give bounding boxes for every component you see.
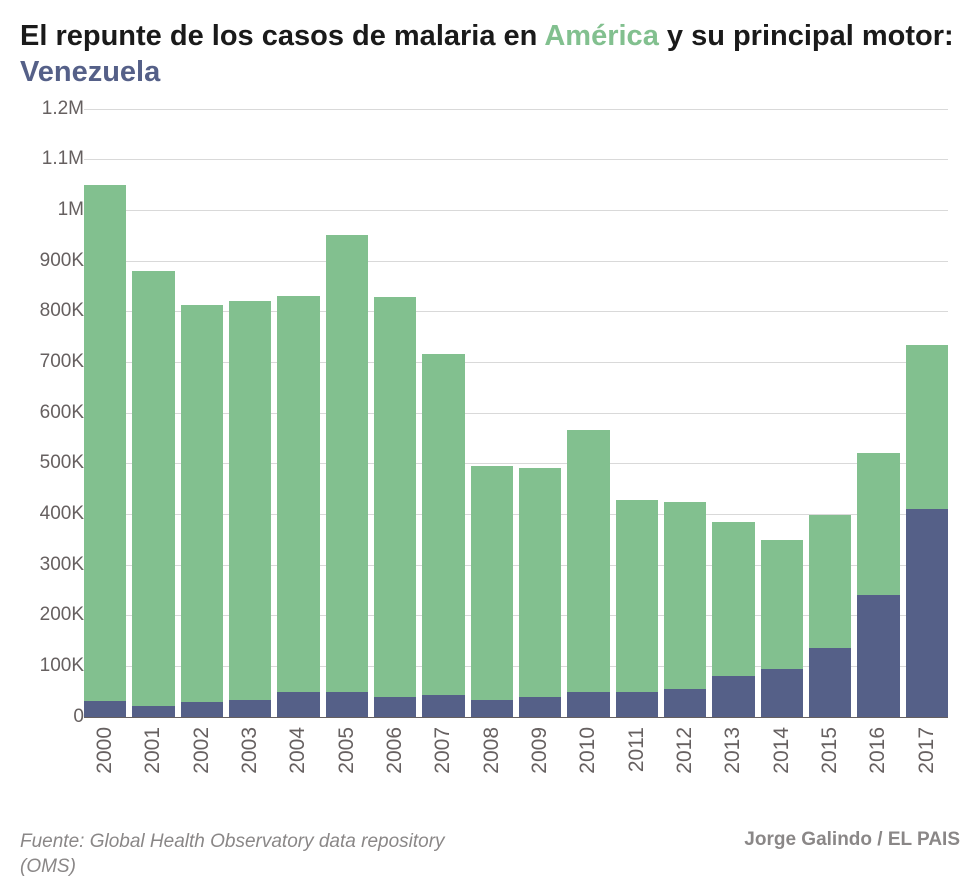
y-axis: 0100K200K300K400K500K600K700K800K900K1M1… xyxy=(20,109,84,717)
x-tick-label: 2001 xyxy=(132,727,174,779)
y-tick-label: 0 xyxy=(73,706,84,728)
x-tick-label: 2015 xyxy=(809,727,851,779)
bar xyxy=(84,185,126,717)
y-tick-label: 400K xyxy=(40,503,84,525)
x-tick-label: 2003 xyxy=(229,727,271,779)
bar-segment-venezuela xyxy=(181,702,223,716)
y-tick-label: 700K xyxy=(40,351,84,373)
bar xyxy=(712,522,754,716)
y-tick-label: 1M xyxy=(58,199,84,221)
x-tick-label: 2007 xyxy=(422,727,464,779)
bar-segment-venezuela xyxy=(664,689,706,717)
bar-segment-am-rica-resto- xyxy=(326,235,368,692)
x-tick-label: 2010 xyxy=(567,727,609,779)
bar-segment-venezuela xyxy=(906,509,948,717)
title-part: El repunte de los casos de malaria en xyxy=(20,20,544,52)
bar-segment-venezuela xyxy=(229,700,271,716)
bar xyxy=(229,301,271,716)
x-tick-label: 2006 xyxy=(374,727,416,779)
bar-segment-am-rica-resto- xyxy=(374,297,416,697)
bar xyxy=(857,453,899,716)
y-tick-label: 300K xyxy=(40,554,84,576)
bar xyxy=(761,540,803,716)
x-tick-label: 2017 xyxy=(906,727,948,779)
y-tick-label: 100K xyxy=(40,655,84,677)
y-tick-label: 500K xyxy=(40,452,84,474)
bar-segment-venezuela xyxy=(277,692,319,716)
bar-segment-venezuela xyxy=(326,692,368,716)
bar-segment-am-rica-resto- xyxy=(181,305,223,703)
bar-segment-venezuela xyxy=(374,697,416,716)
bar-segment-am-rica-resto- xyxy=(857,453,899,595)
bar xyxy=(132,271,174,717)
bar xyxy=(471,466,513,717)
title-part: América xyxy=(544,20,658,52)
bar xyxy=(374,297,416,717)
x-tick-label: 2009 xyxy=(519,727,561,779)
bar-segment-venezuela xyxy=(809,648,851,716)
bar-segment-venezuela xyxy=(567,692,609,716)
plot xyxy=(84,109,948,717)
bar xyxy=(181,305,223,717)
y-tick-label: 200K xyxy=(40,604,84,626)
y-tick-label: 600K xyxy=(40,402,84,424)
bar-segment-venezuela xyxy=(761,669,803,716)
bar-segment-am-rica-resto- xyxy=(519,468,561,697)
bar-segment-am-rica-resto- xyxy=(906,345,948,509)
bar-segment-am-rica-resto- xyxy=(809,515,851,648)
bar-segment-venezuela xyxy=(422,695,464,716)
bar-segment-venezuela xyxy=(132,706,174,716)
credit-text: Jorge Galindo / EL PAIS xyxy=(744,829,960,851)
bar-segment-venezuela xyxy=(616,692,658,716)
gridline xyxy=(84,717,948,718)
x-tick-label: 2005 xyxy=(326,727,368,779)
bar-segment-venezuela xyxy=(471,700,513,716)
bar xyxy=(906,345,948,716)
y-tick-label: 900K xyxy=(40,250,84,272)
bar-segment-am-rica-resto- xyxy=(712,522,754,676)
bar-segment-am-rica-resto- xyxy=(132,271,174,707)
bar-segment-venezuela xyxy=(84,701,126,716)
bar-segment-am-rica-resto- xyxy=(84,185,126,702)
bar-segment-am-rica-resto- xyxy=(761,540,803,669)
bar-segment-venezuela xyxy=(519,697,561,716)
bar-segment-venezuela xyxy=(712,676,754,717)
bar-segment-am-rica-resto- xyxy=(229,301,271,700)
x-tick-label: 2014 xyxy=(761,727,803,779)
x-axis: 2000200120022003200420052006200720082009… xyxy=(84,727,948,779)
x-tick-label: 2008 xyxy=(471,727,513,779)
x-tick-label: 2012 xyxy=(664,727,706,779)
bars-container xyxy=(84,109,948,717)
title-part: Venezuela xyxy=(20,56,160,88)
y-tick-label: 1.2M xyxy=(42,98,84,120)
x-tick-label: 2013 xyxy=(712,727,754,779)
x-tick-label: 2004 xyxy=(277,727,319,779)
x-tick-label: 2011 xyxy=(616,727,658,779)
chart-area: 0100K200K300K400K500K600K700K800K900K1M1… xyxy=(20,109,960,717)
source-text: Fuente: Global Health Observatory data r… xyxy=(20,829,450,880)
bar xyxy=(616,500,658,717)
y-tick-label: 1.1M xyxy=(42,148,84,170)
y-tick-label: 800K xyxy=(40,300,84,322)
bar-segment-am-rica-resto- xyxy=(664,502,706,688)
title-part: y su principal motor: xyxy=(659,20,954,52)
x-tick-label: 2000 xyxy=(84,727,126,779)
x-tick-label: 2002 xyxy=(181,727,223,779)
bar xyxy=(809,515,851,716)
x-tick-label: 2016 xyxy=(857,727,899,779)
bar xyxy=(567,430,609,716)
chart-title: El repunte de los casos de malaria en Am… xyxy=(20,18,960,91)
bar-segment-am-rica-resto- xyxy=(277,296,319,692)
bar xyxy=(277,296,319,717)
bar-segment-venezuela xyxy=(857,595,899,717)
chart-footer: Fuente: Global Health Observatory data r… xyxy=(20,829,960,880)
bar xyxy=(326,235,368,716)
bar-segment-am-rica-resto- xyxy=(422,354,464,695)
bar-segment-am-rica-resto- xyxy=(616,500,658,693)
bar xyxy=(519,468,561,716)
bar xyxy=(422,354,464,716)
bar xyxy=(664,502,706,716)
bar-segment-am-rica-resto- xyxy=(567,430,609,692)
bar-segment-am-rica-resto- xyxy=(471,466,513,701)
